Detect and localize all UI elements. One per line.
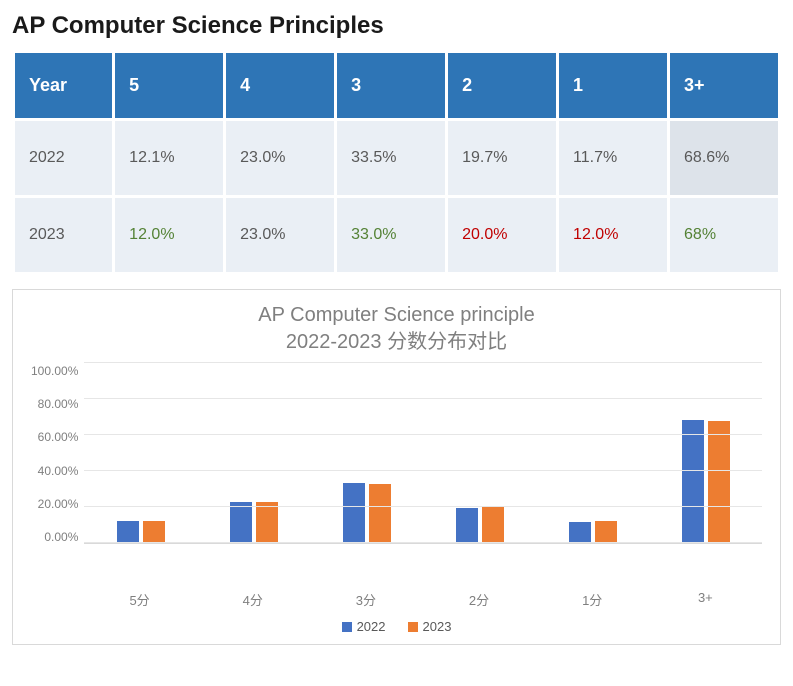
legend-swatch — [342, 622, 352, 632]
cell-year: 2022 — [15, 121, 112, 195]
chart-title: AP Computer Science principle 2022-2023 … — [31, 302, 762, 356]
col-3: 3 — [337, 53, 445, 118]
score-table: Year 5 4 3 2 1 3+ 202212.1%23.0%33.5%19.… — [12, 50, 781, 275]
cell-value: 23.0% — [226, 121, 334, 195]
bar — [230, 502, 252, 543]
ytick-label: 20.00% — [38, 497, 79, 511]
xtick-label: 1分 — [557, 590, 627, 609]
bar — [595, 521, 617, 543]
gridline — [84, 542, 762, 543]
chart-xaxis: 5分 4分 3分 2分 1分 3+ — [31, 590, 762, 609]
gridline — [84, 470, 762, 471]
bar — [143, 521, 165, 543]
cell-value: 20.0% — [448, 198, 556, 272]
chart-legend: 2022 2023 — [31, 619, 762, 634]
bar — [343, 483, 365, 543]
table-header-row: Year 5 4 3 2 1 3+ — [15, 53, 778, 118]
xtick-label: 4分 — [218, 590, 288, 609]
chart-plot-area — [84, 364, 762, 544]
chart-container: AP Computer Science principle 2022-2023 … — [12, 289, 781, 645]
cell-value: 12.1% — [115, 121, 223, 195]
legend-item: 2023 — [408, 619, 452, 634]
cell-value: 68% — [670, 198, 778, 272]
bar — [117, 521, 139, 543]
chart-title-line2: 2022-2023 分数分布对比 — [286, 331, 507, 353]
bar — [682, 420, 704, 543]
col-1: 1 — [559, 53, 667, 118]
cell-value: 23.0% — [226, 198, 334, 272]
bar — [708, 421, 730, 543]
chart-bar-groups — [84, 364, 762, 543]
page-title: AP Computer Science Principles — [12, 12, 781, 40]
cell-value: 12.0% — [559, 198, 667, 272]
table-row: 202312.0%23.0%33.0%20.0%12.0%68% — [15, 198, 778, 272]
cell-value: 33.5% — [337, 121, 445, 195]
bar-group — [106, 521, 176, 543]
bar — [482, 507, 504, 543]
bar — [569, 522, 591, 543]
col-5: 5 — [115, 53, 223, 118]
col-year: Year — [15, 53, 112, 118]
xtick-label: 3分 — [331, 590, 401, 609]
table-row: 202212.1%23.0%33.5%19.7%11.7%68.6% — [15, 121, 778, 195]
bar-group — [445, 507, 515, 543]
bar — [256, 502, 278, 543]
ytick-label: 80.00% — [38, 397, 79, 411]
legend-label: 2023 — [423, 619, 452, 634]
bar-group — [332, 483, 402, 543]
ytick-label: 60.00% — [38, 430, 79, 444]
xtick-label: 3+ — [670, 590, 740, 609]
chart-title-line1: AP Computer Science principle — [258, 304, 534, 326]
cell-year: 2023 — [15, 198, 112, 272]
xtick-label: 2分 — [444, 590, 514, 609]
bar — [456, 508, 478, 543]
table-body: 202212.1%23.0%33.5%19.7%11.7%68.6%202312… — [15, 121, 778, 272]
col-2: 2 — [448, 53, 556, 118]
ytick-label: 100.00% — [31, 364, 78, 378]
gridline — [84, 362, 762, 363]
ytick-label: 0.00% — [44, 530, 78, 544]
gridline — [84, 398, 762, 399]
xtick-label: 5分 — [105, 590, 175, 609]
legend-swatch — [408, 622, 418, 632]
cell-value: 11.7% — [559, 121, 667, 195]
legend-label: 2022 — [357, 619, 386, 634]
bar-group — [558, 521, 628, 543]
col-3plus: 3+ — [670, 53, 778, 118]
chart-plot: 100.00% 80.00% 60.00% 40.00% 20.00% 0.00% — [31, 364, 762, 584]
gridline — [84, 506, 762, 507]
bar-group — [671, 420, 741, 543]
cell-value: 33.0% — [337, 198, 445, 272]
chart-yaxis: 100.00% 80.00% 60.00% 40.00% 20.00% 0.00% — [31, 364, 84, 544]
ytick-label: 40.00% — [38, 464, 79, 478]
cell-value: 68.6% — [670, 121, 778, 195]
cell-value: 12.0% — [115, 198, 223, 272]
legend-item: 2022 — [342, 619, 386, 634]
gridline — [84, 434, 762, 435]
cell-value: 19.7% — [448, 121, 556, 195]
col-4: 4 — [226, 53, 334, 118]
bar — [369, 484, 391, 543]
bar-group — [219, 502, 289, 543]
